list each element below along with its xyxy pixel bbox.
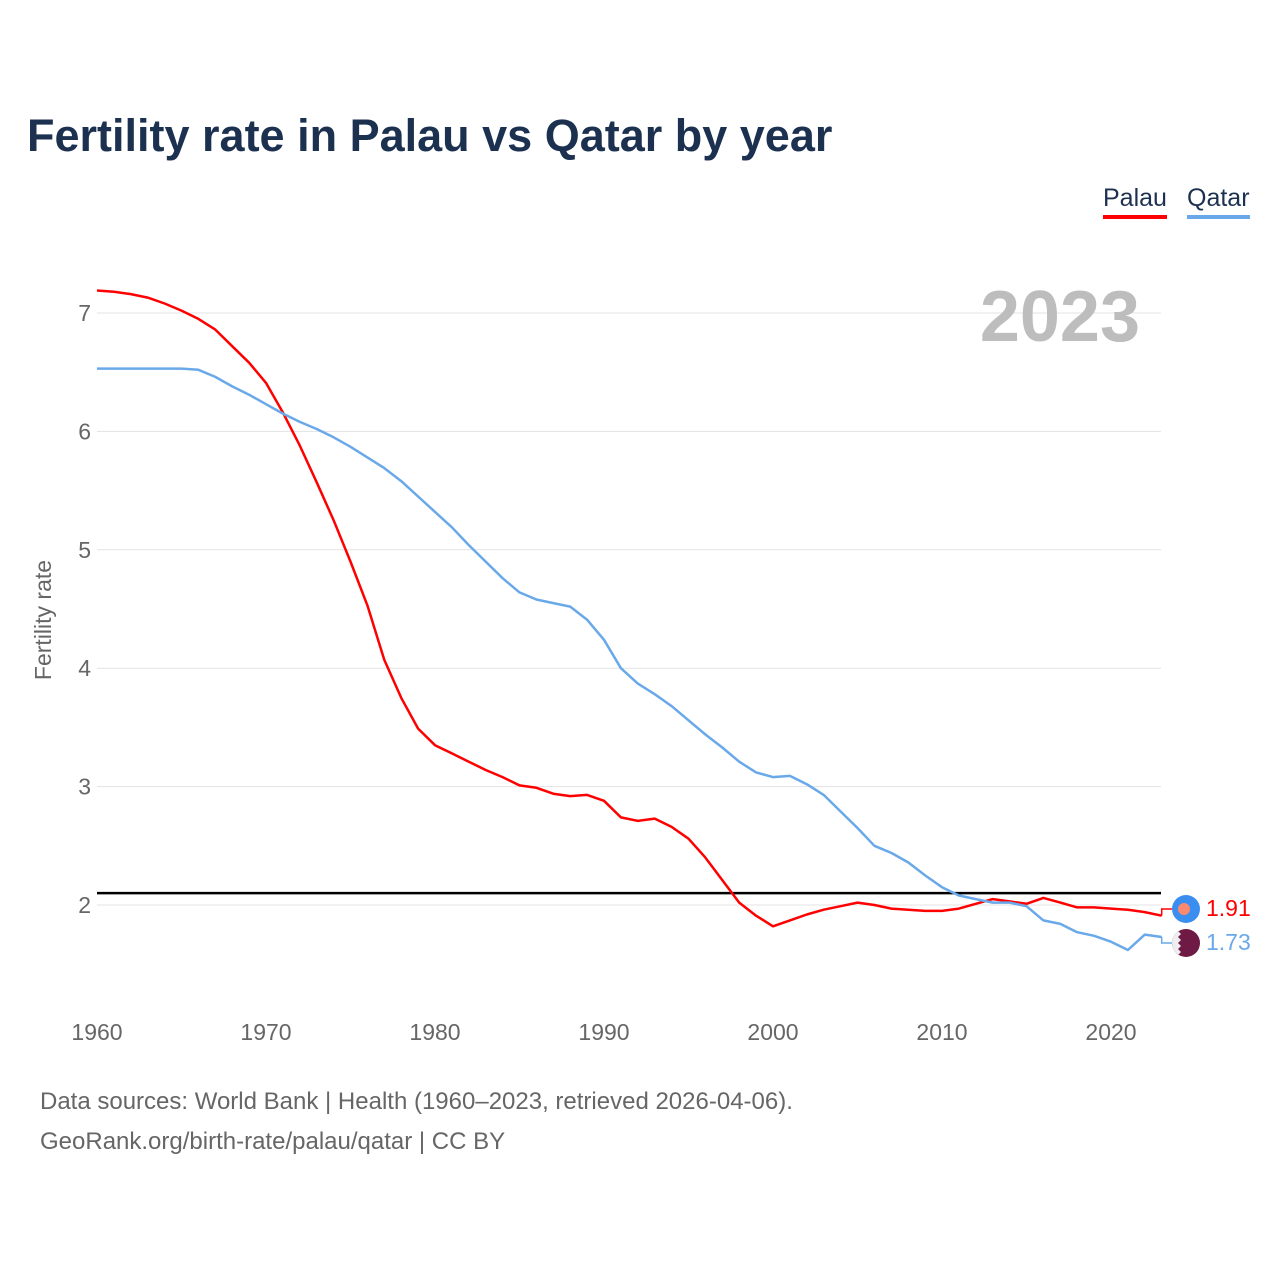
y-tick-label: 2 xyxy=(78,892,91,918)
end-markers: 1.91 1.73 xyxy=(1172,895,1251,957)
leader-line-qatar xyxy=(1160,936,1172,944)
gridlines xyxy=(97,312,1161,906)
chart-title: Fertility rate in Palau vs Qatar by year xyxy=(27,110,833,161)
attribution-text: GeoRank.org/birth-rate/palau/qatar | CC … xyxy=(40,1128,506,1155)
y-tick-label: 5 xyxy=(78,537,91,563)
qatar-flag-icon xyxy=(1172,929,1200,957)
series-line-qatar xyxy=(97,367,1162,952)
data-source-text: Data sources: World Bank | Health (1960–… xyxy=(40,1088,793,1115)
y-tick-label: 4 xyxy=(78,655,91,681)
y-tick-label: 3 xyxy=(78,774,91,800)
qatar-end-value: 1.73 xyxy=(1206,929,1251,955)
series-line-palau xyxy=(96,289,1162,928)
palau-flag-icon xyxy=(1172,895,1200,923)
series-lines xyxy=(96,289,1172,952)
x-tick-label: 1970 xyxy=(240,1019,291,1045)
legend-item-qatar[interactable]: Qatar xyxy=(1187,184,1250,219)
x-tick-label: 1990 xyxy=(578,1019,629,1045)
y-tick-label: 6 xyxy=(78,418,91,444)
y-tick-labels: 2 3 4 5 6 7 xyxy=(78,300,91,918)
x-tick-label: 1980 xyxy=(409,1019,460,1045)
x-tick-labels: 1960 1970 1980 1990 2000 2010 2020 xyxy=(71,1019,1136,1045)
palau-end-value: 1.91 xyxy=(1206,895,1251,921)
x-tick-label: 1960 xyxy=(71,1019,122,1045)
x-tick-label: 2000 xyxy=(747,1019,798,1045)
legend-item-palau[interactable]: Palau xyxy=(1103,184,1167,219)
y-tick-label: 7 xyxy=(78,300,91,326)
leader-line-palau xyxy=(1160,908,1172,916)
x-tick-label: 2020 xyxy=(1085,1019,1136,1045)
year-watermark: 2023 xyxy=(980,277,1140,357)
y-axis-label: Fertility rate xyxy=(30,560,56,680)
x-tick-label: 2010 xyxy=(916,1019,967,1045)
